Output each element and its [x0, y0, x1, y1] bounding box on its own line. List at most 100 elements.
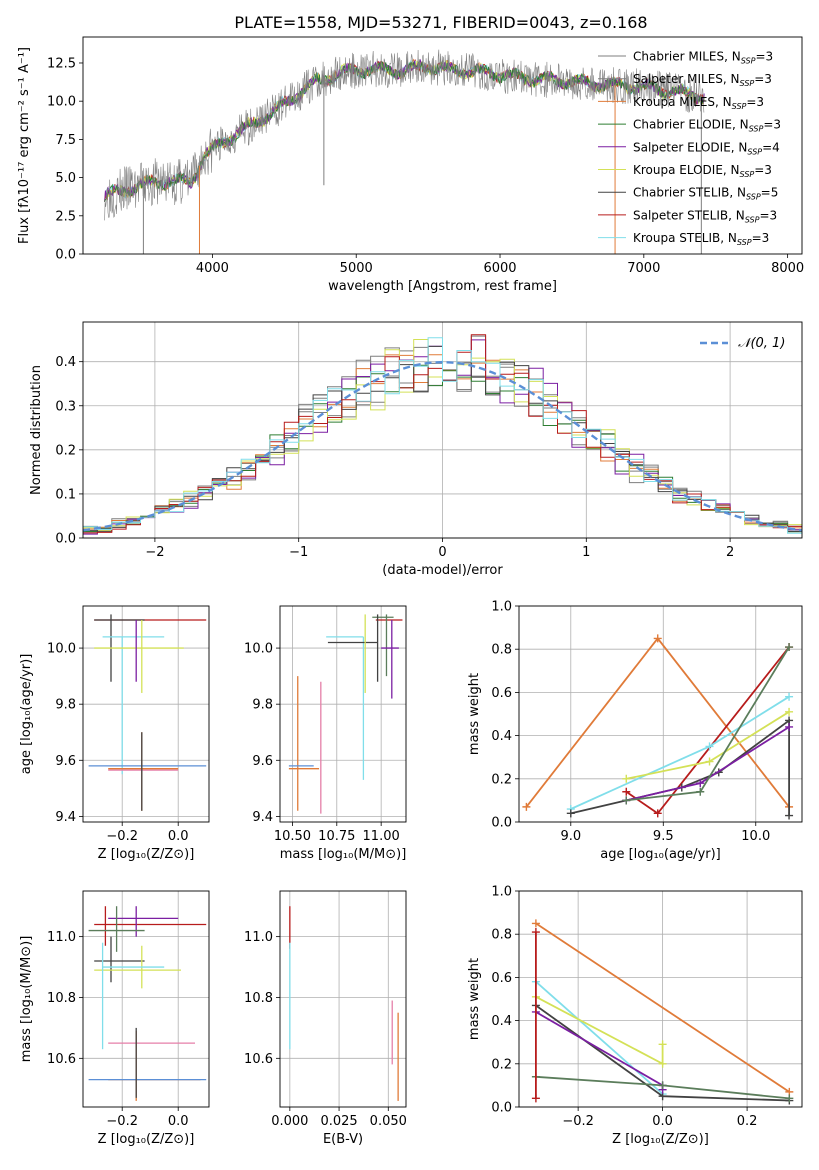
- y-tick-label: 0.4: [55, 355, 76, 370]
- y-tick-label: 9.8: [252, 698, 273, 713]
- x-tick-label: 2: [726, 545, 734, 560]
- x-tick-label: 11.00: [363, 829, 400, 844]
- plot-area-age_Z: [88, 614, 207, 811]
- plot-area-weight_Z: [531, 919, 794, 1105]
- x-tick-label: 10.75: [318, 829, 355, 844]
- y-tick-label: 10.8: [244, 991, 273, 1006]
- x-tick-label: 9.5: [653, 829, 674, 844]
- y-tick-label: 9.6: [55, 754, 76, 769]
- panel-mass_Z: −0.2 0.0 10.6 10.8 11.0 Z [log₁₀(Z/Z⊙)] mass […: [19, 890, 210, 1147]
- weight-marker: [705, 742, 714, 751]
- x-tick-label: 4000: [196, 261, 229, 276]
- weight-marker: [785, 811, 794, 820]
- x-axis-label: mass [log₁₀(M/M⊙)]: [280, 847, 407, 862]
- plot-area-residuals: [83, 334, 802, 535]
- y-tick-label: 0.0: [491, 1101, 512, 1116]
- x-tick-label: −0.2: [106, 1114, 138, 1129]
- weight-marker: [785, 1094, 794, 1103]
- spectrum-title: PLATE=1558, MJD=53271, FIBERID=0043, z=0…: [234, 13, 647, 32]
- x-axis-label: E(B-V): [323, 1132, 363, 1147]
- panel-weight_age: 9.0 9.5 10.0 0.0 0.2 0.4 0.6 0.8 1.0 age [log₁₀(a…: [467, 600, 803, 862]
- legend-entry: Chabrier STELIB, NSSP=5: [633, 186, 778, 202]
- weight-marker: [696, 787, 705, 796]
- weight-series-line: [570, 695, 790, 810]
- observed-spectrum-line: [104, 49, 705, 221]
- plot-area-age_mass: [288, 614, 403, 814]
- weight-series-line: [626, 711, 790, 780]
- axes-frame: [82, 890, 210, 1108]
- x-tick-label: 10.50: [274, 829, 311, 844]
- x-axis-label: age [log₁₀(age/yr)]: [600, 847, 721, 862]
- y-tick-label: 11.0: [47, 930, 76, 945]
- x-axis-label: Z [log₁₀(Z/Z⊙)]: [612, 1132, 709, 1147]
- y-tick-label: 0.8: [491, 928, 512, 943]
- y-tick-label: 1.0: [491, 600, 512, 615]
- x-tick-label: 0.0: [168, 829, 189, 844]
- panel-weight_Z: −0.2 0.0 0.2 0.0 0.2 0.4 0.6 0.8 1.0 Z [log₁₀(Z/Z…: [467, 885, 803, 1147]
- y-tick-label: 0.6: [491, 971, 512, 986]
- weight-marker: [696, 779, 705, 788]
- y-tick-label: 5.0: [55, 171, 76, 186]
- x-tick-label: 6000: [483, 261, 516, 276]
- y-tick-label: 7.5: [55, 133, 76, 148]
- x-tick-label: 8000: [771, 261, 804, 276]
- y-axis-label: mass weight: [467, 958, 482, 1040]
- x-tick-label: 5000: [340, 261, 373, 276]
- y-axis-label: Flux [fλ10⁻¹⁷ erg cm⁻² s⁻¹ A⁻¹]: [17, 47, 32, 244]
- plot-area-weight_age: [522, 634, 794, 820]
- y-tick-label: 0.6: [491, 686, 512, 701]
- weight-marker: [622, 796, 631, 805]
- x-tick-label: 10.0: [741, 829, 770, 844]
- axes-frame: [82, 605, 210, 823]
- y-tick-label: 10.6: [47, 1052, 76, 1067]
- x-tick-label: 1: [582, 545, 590, 560]
- panel-mass_ebv: 0.000 0.025 0.050 10.6 10.8 11.0 E(B-V): [244, 890, 407, 1147]
- y-tick-label: 12.5: [47, 56, 76, 71]
- y-tick-label: 9.4: [252, 810, 273, 825]
- y-axis-label: age [log₁₀(age/yr)]: [19, 654, 34, 775]
- y-tick-label: 0.1: [55, 487, 76, 502]
- y-tick-label: 0.2: [55, 443, 76, 458]
- x-tick-label: −0.2: [106, 829, 138, 844]
- y-tick-label: 0.2: [491, 772, 512, 787]
- weight-marker: [653, 634, 662, 643]
- weight-marker: [566, 809, 575, 818]
- axes-frame: [82, 321, 803, 539]
- plot-area-mass_ebv: [289, 906, 399, 1101]
- weight-marker: [622, 774, 631, 783]
- weight-marker: [785, 643, 794, 652]
- plot-area-mass_Z: [88, 906, 207, 1101]
- y-tick-label: 10.0: [244, 642, 273, 657]
- x-tick-label: −1: [289, 545, 308, 560]
- x-tick-label: 0.050: [370, 1114, 407, 1129]
- weight-marker: [785, 692, 794, 701]
- x-axis-label: Z [log₁₀(Z/Z⊙)]: [98, 847, 195, 862]
- weight-series-line: [535, 981, 664, 1095]
- x-tick-label: 0.0: [168, 1114, 189, 1129]
- y-tick-label: 10.8: [47, 991, 76, 1006]
- residual-histogram-step: [83, 337, 802, 534]
- y-tick-label: 0.4: [491, 1014, 512, 1029]
- x-axis-label: Z [log₁₀(Z/Z⊙)]: [98, 1132, 195, 1147]
- y-tick-label: 0.8: [491, 643, 512, 658]
- legend-entry: Kroupa ELODIE, NSSP=3: [633, 163, 772, 179]
- x-tick-label: 0.0: [652, 1114, 673, 1129]
- weight-marker: [653, 809, 662, 818]
- x-tick-label: 0: [438, 545, 446, 560]
- legend-entry: Kroupa MILES, NSSP=3: [633, 95, 764, 111]
- y-tick-label: 0.0: [55, 248, 76, 263]
- y-axis-label: mass [log₁₀(M/M⊙)]: [19, 936, 34, 1063]
- legend-entry: Kroupa STELIB, NSSP=3: [633, 231, 769, 247]
- weight-marker: [531, 928, 540, 937]
- legend-entry: Salpeter ELODIE, NSSP=4: [633, 140, 780, 156]
- y-tick-label: 0.0: [491, 816, 512, 831]
- weight-series-line: [535, 996, 664, 1066]
- x-tick-label: −0.2: [562, 1114, 594, 1129]
- weight-marker: [531, 1094, 540, 1103]
- x-tick-label: 0.2: [737, 1114, 758, 1129]
- y-tick-label: 9.4: [55, 810, 76, 825]
- panel-age_Z: −0.2 0.0 9.4 9.6 9.8 10.0 Z [log₁₀(Z/Z⊙)] age […: [19, 605, 210, 862]
- y-tick-label: 9.6: [252, 754, 273, 769]
- weight-marker: [522, 802, 531, 811]
